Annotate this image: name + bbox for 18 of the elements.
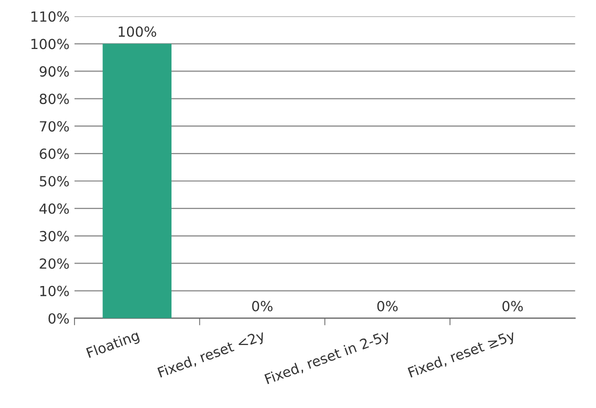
data-label: 100%: [118, 26, 156, 37]
data-label: 0%: [377, 300, 398, 312]
y-tick-label: 100%: [31, 38, 69, 50]
y-tick-label: 0%: [48, 313, 69, 324]
y-tick-label: 50%: [40, 176, 69, 186]
data-label: 0%: [252, 300, 272, 312]
y-tick-label: 110%: [31, 11, 69, 22]
y-tick-label: 60%: [40, 148, 69, 160]
y-tick-label: 40%: [39, 203, 69, 214]
y-tick-label: 80%: [40, 94, 69, 104]
x-tick-label: Fixed, reset ≥5y: [408, 329, 517, 380]
y-tick-label: 70%: [40, 121, 69, 132]
y-tick-label: 20%: [40, 258, 69, 269]
x-tick-label: Fixed, reset in 2-5y: [264, 329, 392, 387]
data-label: 0%: [502, 300, 523, 312]
y-tick-label: 30%: [40, 230, 69, 242]
y-tick-label: 90%: [40, 66, 69, 77]
y-tick-label: 10%: [40, 286, 69, 296]
